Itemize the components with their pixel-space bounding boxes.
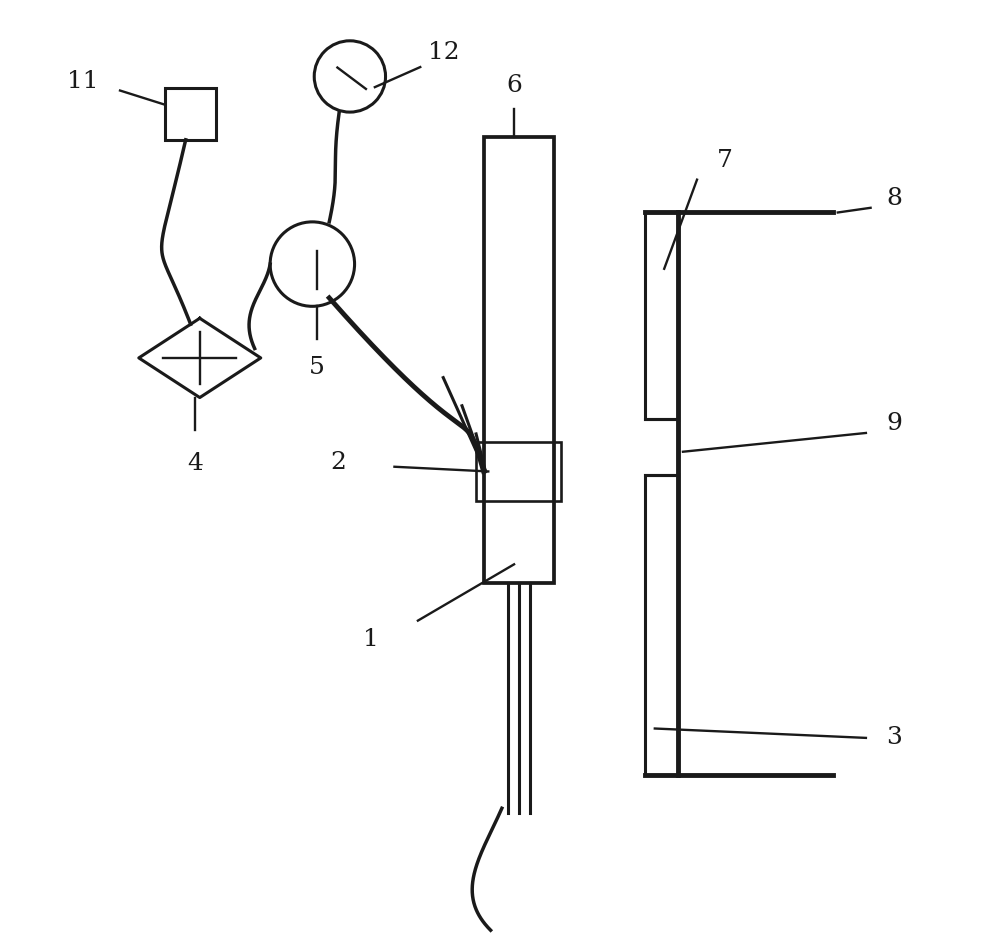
Bar [484,137,554,583]
Text: 7: 7 [717,150,733,172]
Text: 5: 5 [309,356,325,379]
Bar [165,88,216,140]
Text: 11: 11 [67,70,98,92]
Text: 2: 2 [330,451,346,473]
Bar [476,442,561,501]
Text: 12: 12 [428,41,460,65]
Text: 1: 1 [363,628,379,651]
Bar [645,213,678,419]
Text: 8: 8 [886,187,902,210]
Text: 4: 4 [187,452,203,474]
Text: 6: 6 [506,74,522,97]
Text: 9: 9 [886,412,902,435]
Text: 3: 3 [886,726,902,749]
Bar [645,475,678,775]
